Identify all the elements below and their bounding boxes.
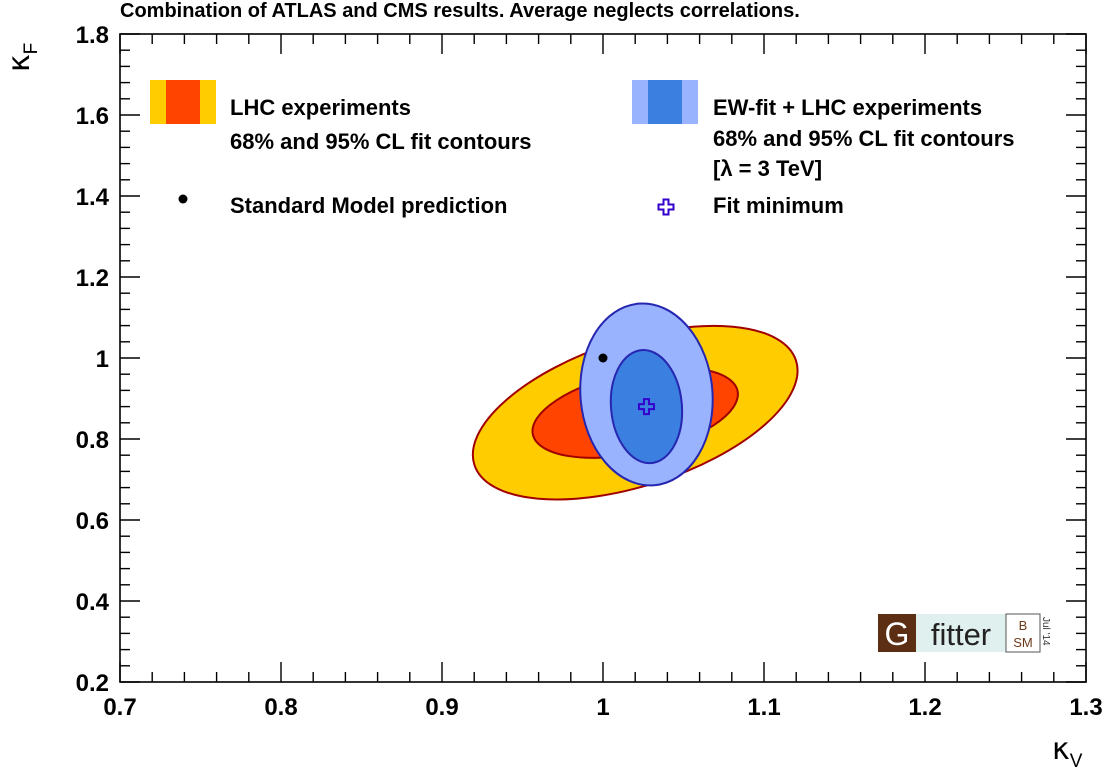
legend-sm-label: Standard Model prediction <box>230 193 507 218</box>
legend-lhc-line1: LHC experiments <box>230 95 411 120</box>
legend-ewfit-line2: 68% and 95% CL fit contours <box>713 126 1015 151</box>
y-tick-label: 0.8 <box>76 427 109 454</box>
legend-fitmin-label: Fit minimum <box>713 193 844 218</box>
tick-label-layer: 0.7 0.8 0.9 1 1.1 1.2 1.3 0.2 0.4 0.6 0.8 1 1.2 1.4 1.… <box>76 22 1103 721</box>
logo-fitter-box <box>916 614 1006 652</box>
y-axis-symbol: κ <box>2 54 37 72</box>
contour-ew-fit-lhc-68-cl <box>609 349 684 465</box>
y-tick-label: 1.8 <box>76 22 109 49</box>
legend-swatch-lhc <box>150 80 216 124</box>
x-tick-label: 0.9 <box>425 694 458 721</box>
logo-b: B <box>1019 618 1028 633</box>
fit-minimum-point <box>637 398 655 416</box>
x-axis-label: κV <box>1052 732 1083 772</box>
gfitter-logo: G fitter B SM Jul '14 <box>878 613 1051 653</box>
legend-ewfit-line1: EW-fit + LHC experiments <box>713 95 982 120</box>
legend-swatch-lhc-68 <box>166 80 200 124</box>
y-tick-label: 0.2 <box>76 670 109 697</box>
legend-fitmin-cross-icon <box>657 198 675 216</box>
legend-sm-dot-icon <box>178 194 188 204</box>
sm-prediction-point <box>598 353 608 363</box>
x-tick-label: 1.3 <box>1069 694 1102 721</box>
y-axis-label: κF <box>2 43 42 72</box>
x-tick-label: 1.2 <box>908 694 941 721</box>
x-axis-subscript: V <box>1070 751 1083 772</box>
tick-layer <box>119 33 1087 683</box>
logo-g-box <box>878 614 916 652</box>
legend-swatch-ewfit <box>632 80 698 124</box>
y-tick-label: 1.2 <box>76 265 109 292</box>
logo-g: G <box>885 616 910 652</box>
legend-ewfit-line3: [λ = 3 TeV] <box>713 156 822 181</box>
x-tick-label: 1 <box>596 694 609 721</box>
legend-swatch-ewfit-68 <box>648 80 682 124</box>
logo-fitter: fitter <box>931 617 991 652</box>
logo-date: Jul '14 <box>1040 617 1051 646</box>
x-axis-symbol: κ <box>1052 732 1070 767</box>
x-tick-label: 0.7 <box>103 694 136 721</box>
y-axis-subscript: F <box>21 43 42 55</box>
chart-title: Combination of ATLAS and CMS results. Av… <box>120 0 800 22</box>
y-tick-label: 1 <box>96 346 109 373</box>
legend-lhc-line2: 68% and 95% CL fit contours <box>230 129 532 154</box>
y-tick-label: 1.4 <box>76 184 110 211</box>
logo-bsm-box <box>1005 613 1041 653</box>
y-tick-label: 1.6 <box>76 103 109 130</box>
point-layer <box>598 353 655 416</box>
x-tick-label: 0.8 <box>264 694 297 721</box>
y-tick-label: 0.4 <box>76 589 110 616</box>
contour-layer <box>471 302 799 501</box>
legend: LHC experiments 68% and 95% CL fit conto… <box>150 80 1015 218</box>
y-tick-label: 0.6 <box>76 508 109 535</box>
x-tick-label: 1.1 <box>747 694 780 721</box>
logo-sm: SM <box>1013 635 1033 650</box>
